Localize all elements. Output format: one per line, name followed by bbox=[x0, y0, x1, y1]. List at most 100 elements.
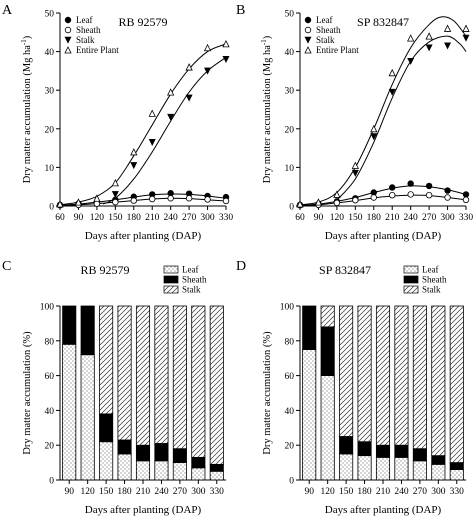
chart-title: SP 832847 bbox=[319, 263, 371, 277]
data-point bbox=[222, 56, 230, 63]
x-tick-label: 270 bbox=[182, 213, 197, 223]
chart-title: RB 92579 bbox=[80, 263, 129, 277]
y-axis-label: Dry matter accumulation (%) bbox=[22, 331, 33, 455]
y-tick-label: 20 bbox=[285, 125, 295, 135]
y-tick-label: 60 bbox=[285, 372, 295, 382]
fit-line bbox=[336, 35, 467, 201]
data-point bbox=[111, 191, 119, 199]
bar-stalk bbox=[154, 305, 169, 444]
data-point bbox=[112, 198, 119, 206]
bar-stalk bbox=[117, 305, 132, 441]
y-tick-label: 50 bbox=[285, 10, 295, 20]
data-point bbox=[462, 24, 470, 32]
bar-sheath bbox=[80, 305, 95, 356]
bar-sheath bbox=[449, 462, 464, 470]
y-tick-label: 40 bbox=[45, 407, 55, 417]
x-tick-label: 180 bbox=[367, 213, 382, 223]
data-point bbox=[93, 194, 101, 202]
x-tick-label: 150 bbox=[348, 213, 363, 223]
legend-swatch bbox=[163, 275, 179, 284]
y-axis-label: Dry matter accumulation (%) bbox=[262, 331, 273, 455]
bar-sheath bbox=[154, 443, 169, 462]
legend-label: Entire Plant bbox=[316, 45, 359, 55]
bar-leaf bbox=[191, 467, 206, 481]
y-tick-label: 80 bbox=[45, 337, 55, 347]
bar-stalk bbox=[135, 305, 151, 446]
legend-swatch bbox=[403, 285, 419, 294]
bar-leaf bbox=[209, 470, 224, 481]
y-axis-label: Dry matter accumulation (Mg ha-1) bbox=[20, 35, 33, 183]
y-tick-label: 0 bbox=[289, 477, 294, 487]
bar-stalk bbox=[375, 305, 391, 446]
y-tick-label: 80 bbox=[285, 337, 295, 347]
data-point bbox=[167, 113, 175, 121]
y-tick-label: 100 bbox=[40, 303, 55, 313]
legend-swatch bbox=[163, 285, 179, 294]
data-point bbox=[203, 43, 212, 52]
y-axis-label-main: Dry matter accumulation (Mg ha bbox=[262, 45, 273, 184]
data-point bbox=[425, 44, 433, 52]
bar-sheath bbox=[135, 444, 151, 462]
y-tick-label: 60 bbox=[45, 372, 55, 382]
bar-sheath bbox=[117, 439, 132, 455]
data-point bbox=[111, 178, 119, 187]
y-tick-label: 50 bbox=[45, 10, 55, 20]
y-tick-label: 10 bbox=[285, 164, 295, 174]
data-point bbox=[333, 190, 341, 198]
legend-marker bbox=[304, 36, 312, 44]
data-point bbox=[185, 94, 193, 102]
legend-marker bbox=[64, 26, 72, 34]
bar-stalk bbox=[431, 305, 446, 457]
x-tick-label: 90 bbox=[314, 213, 324, 223]
data-point bbox=[130, 148, 138, 156]
data-point bbox=[407, 191, 414, 198]
bar-leaf bbox=[320, 375, 335, 481]
legend-label: Stalk bbox=[422, 285, 441, 295]
x-tick-label: 240 bbox=[164, 213, 179, 223]
legend-label: Sheath bbox=[76, 25, 101, 35]
y-tick-label: 30 bbox=[285, 87, 295, 97]
fit-line bbox=[59, 197, 227, 207]
data-point bbox=[185, 63, 193, 71]
bar-leaf bbox=[412, 460, 427, 481]
x-tick-label: 270 bbox=[422, 213, 437, 223]
y-tick-label: 30 bbox=[45, 87, 55, 97]
y-axis-label: Dry matter accumulation (Mg ha-1) bbox=[260, 35, 273, 183]
bar-leaf bbox=[449, 469, 464, 481]
x-tick-label: 60 bbox=[295, 213, 305, 223]
x-tick-label: 90 bbox=[74, 213, 84, 223]
data-point bbox=[462, 191, 470, 198]
y-tick-label: 0 bbox=[289, 203, 294, 213]
legend-label: Entire Plant bbox=[76, 45, 119, 55]
data-point bbox=[388, 68, 396, 77]
data-point bbox=[204, 67, 212, 75]
fit-line bbox=[59, 193, 227, 206]
x-tick-label: 330 bbox=[210, 487, 225, 497]
bar-sheath bbox=[394, 444, 409, 458]
x-tick-label: 180 bbox=[357, 487, 372, 497]
data-point bbox=[167, 195, 174, 202]
x-tick-label: 300 bbox=[191, 487, 206, 497]
x-tick-label: 150 bbox=[108, 213, 123, 223]
data-point bbox=[222, 39, 230, 48]
bar-leaf bbox=[394, 456, 409, 481]
x-tick-label: 210 bbox=[136, 487, 151, 497]
legend-label: Leaf bbox=[182, 265, 198, 275]
bar-leaf bbox=[62, 343, 77, 481]
legend-marker bbox=[64, 36, 72, 44]
bar-leaf bbox=[80, 354, 95, 481]
data-point bbox=[425, 191, 433, 199]
legend-label: Stalk bbox=[316, 35, 335, 45]
bar-stalk bbox=[209, 305, 224, 465]
data-point bbox=[130, 162, 138, 170]
bar-sheath bbox=[412, 448, 427, 462]
line-chart-A: A RB 92579 0 10 20 30 40 50 60 90 120 150 180 210 240 2… bbox=[2, 3, 233, 242]
x-tick-label: 120 bbox=[330, 213, 345, 223]
x-tick-label: 270 bbox=[173, 487, 188, 497]
data-point bbox=[444, 187, 451, 194]
data-point bbox=[56, 200, 64, 208]
bar-sheath bbox=[320, 326, 335, 377]
x-axis-label: Days after planting (DAP) bbox=[325, 504, 442, 516]
y-tick-label: 20 bbox=[45, 125, 55, 135]
data-point bbox=[222, 197, 230, 205]
